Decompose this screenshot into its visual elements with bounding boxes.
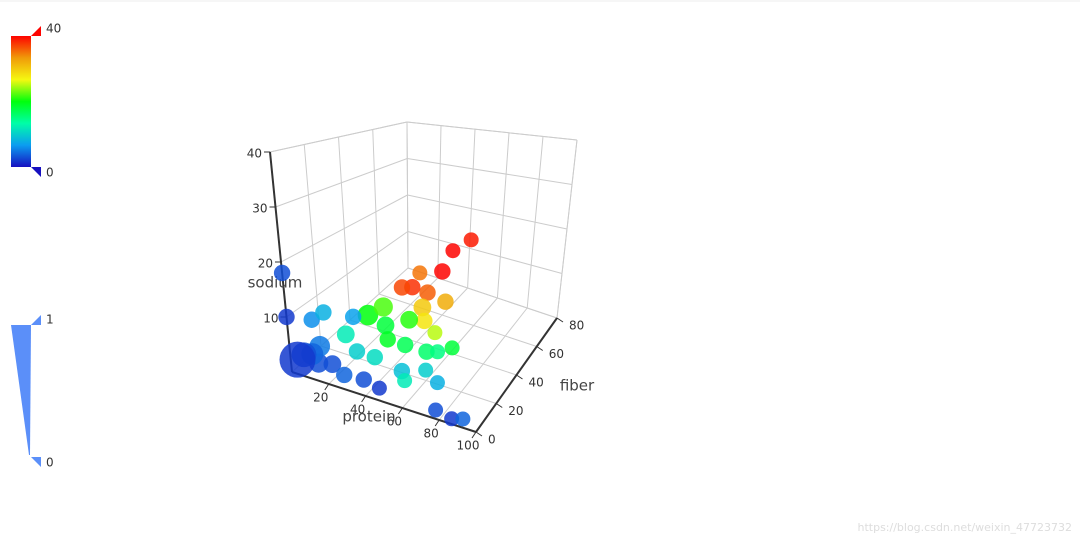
x-tick-label: 40 [350, 403, 365, 417]
x-tick [397, 407, 403, 415]
x-tick [324, 383, 330, 391]
point [427, 325, 443, 341]
watermark: https://blog.csdn.net/weixin_47723732 [857, 521, 1072, 534]
point [437, 293, 454, 310]
grid-line [275, 158, 408, 208]
color-max-label: 40 [46, 22, 61, 36]
z-axis-name: sodium [248, 274, 303, 292]
point [463, 232, 479, 248]
x-tick [361, 395, 367, 403]
x-tick-label: 100 [457, 439, 480, 453]
point [416, 312, 433, 330]
size-max-label: 1 [46, 313, 54, 327]
point [444, 340, 460, 356]
grid-line [407, 231, 563, 274]
point [396, 336, 414, 354]
z-tick-label: 30 [252, 202, 267, 216]
size-scale [11, 325, 31, 455]
point [323, 355, 342, 374]
grid-line [280, 194, 408, 263]
y-tick-label: 40 [529, 376, 544, 390]
point [455, 411, 471, 427]
grid-line [378, 293, 537, 347]
point [430, 344, 446, 360]
point [371, 380, 387, 396]
point [279, 341, 316, 378]
point [379, 331, 396, 348]
point [355, 371, 372, 388]
y-tick-label: 0 [488, 433, 496, 447]
point [434, 263, 451, 280]
point [400, 310, 419, 329]
z-tick-label: 40 [247, 147, 262, 161]
point [412, 265, 428, 281]
color-scale [11, 36, 31, 167]
point [315, 304, 332, 321]
x-tick [434, 419, 440, 427]
point [418, 362, 434, 378]
point [348, 343, 366, 360]
color-min-label: 0 [46, 166, 54, 180]
point [303, 311, 320, 328]
y-tick-label: 80 [569, 319, 584, 333]
size-handle-bottom [31, 457, 41, 467]
x-tick-label: 60 [387, 415, 402, 429]
grid-line [407, 158, 573, 185]
y-tick [536, 346, 544, 351]
size-handle-top [31, 315, 41, 325]
point [273, 264, 291, 282]
point [336, 366, 353, 384]
z-tick-label: 10 [263, 312, 278, 326]
color-handle-bottom [31, 167, 41, 177]
grid-line [406, 121, 578, 141]
z-tick-label: 20 [258, 257, 273, 271]
point [393, 279, 411, 296]
point [376, 316, 395, 335]
y-tick [495, 403, 503, 408]
x-tick [471, 431, 477, 439]
grid-line [407, 267, 558, 319]
y-tick-label: 20 [508, 404, 523, 418]
point [418, 343, 435, 360]
point [357, 304, 379, 326]
y-axis-name: fiber [560, 377, 595, 395]
x-axis-name: protein [342, 408, 395, 426]
y-tick [556, 317, 564, 323]
point [336, 325, 355, 344]
x-tick-label: 20 [313, 391, 328, 405]
point [428, 402, 444, 418]
color-handle-top [31, 26, 41, 36]
y-tick-label: 60 [549, 347, 564, 361]
point [445, 243, 461, 259]
point [366, 349, 383, 366]
point [429, 375, 445, 391]
size-min-label: 0 [46, 456, 54, 470]
grid-line [286, 231, 409, 318]
y-tick [516, 374, 523, 380]
point [413, 298, 432, 317]
grid-line [269, 121, 408, 153]
x-tick-label: 80 [424, 427, 439, 441]
point [419, 284, 436, 301]
point [344, 308, 362, 326]
grid-line [407, 194, 568, 230]
point [397, 373, 413, 389]
y-tick [475, 431, 483, 437]
point [444, 411, 460, 427]
point [278, 308, 295, 326]
point [373, 297, 393, 317]
